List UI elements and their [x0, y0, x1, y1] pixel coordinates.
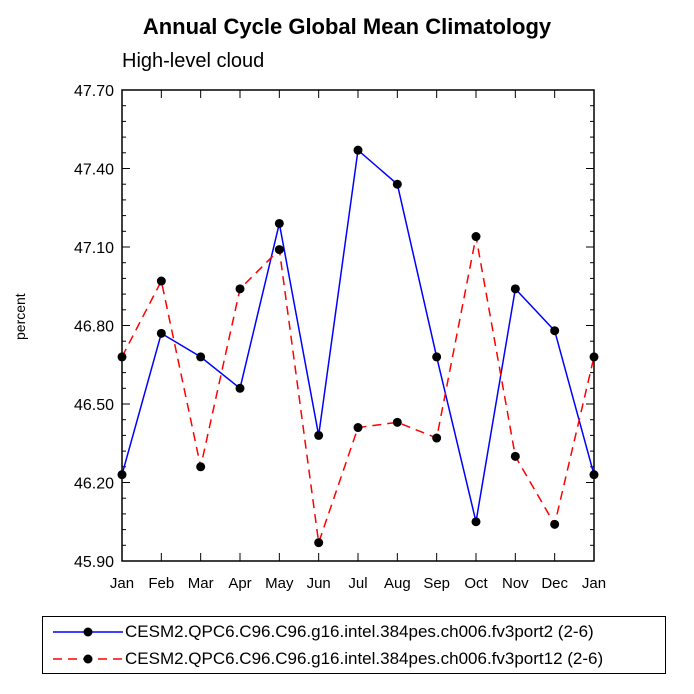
data-point-series-2 — [196, 462, 206, 472]
data-point-series-2 — [432, 433, 442, 443]
x-tick-label: Jan — [582, 575, 606, 592]
x-tick-label: Jun — [307, 575, 331, 592]
series-line-1 — [121, 148, 595, 522]
data-point-series-1 — [117, 470, 127, 480]
x-tick-label: Nov — [502, 575, 529, 592]
y-tick-label: 47.40 — [74, 162, 114, 179]
data-point-series-1 — [314, 430, 324, 440]
data-point-series-2 — [471, 232, 481, 242]
data-point-series-2 — [274, 245, 284, 255]
y-tick-label: 46.80 — [74, 319, 114, 336]
data-point-series-2 — [314, 538, 324, 548]
chart-title: Annual Cycle Global Mean Climatology — [142, 14, 552, 39]
x-tick-label: May — [265, 575, 294, 592]
legend-swatch-series-2 — [53, 654, 123, 664]
x-tick-label: Sep — [423, 575, 450, 592]
plot-frame — [121, 89, 595, 562]
data-point-series-1 — [156, 328, 166, 338]
data-point-series-1 — [510, 284, 520, 294]
x-tick-label: Oct — [464, 575, 488, 592]
x-tick-label: Apr — [228, 575, 251, 592]
legend-swatch-series-1 — [53, 627, 123, 637]
data-point-series-2 — [589, 352, 599, 362]
series-line-2 — [121, 236, 595, 543]
y-tick-label: 46.50 — [74, 397, 114, 414]
x-tick-label: Jan — [110, 575, 134, 592]
chart-subtitle: High-level cloud — [122, 50, 265, 72]
legend-label-series-1: CESM2.QPC6.C96.C96.g16.intel.384pes.ch00… — [125, 622, 594, 641]
data-point-series-1 — [235, 383, 245, 393]
data-point-series-1 — [353, 145, 363, 155]
data-point-series-1 — [196, 352, 206, 362]
data-point-series-1 — [550, 326, 560, 336]
data-point-series-1 — [432, 352, 442, 362]
x-tick-label: Dec — [541, 575, 568, 592]
x-tick-label: Feb — [148, 575, 174, 592]
data-point-series-2 — [392, 417, 402, 427]
legend-label-series-2: CESM2.QPC6.C96.C96.g16.intel.384pes.ch00… — [125, 649, 604, 668]
data-point-series-2 — [510, 451, 520, 461]
legend: CESM2.QPC6.C96.C96.g16.intel.384pes.ch00… — [42, 616, 666, 674]
data-point-series-1 — [589, 470, 599, 480]
y-tick-label: 45.90 — [74, 554, 114, 571]
y-tick-label: 47.10 — [74, 240, 114, 257]
data-point-series-2 — [156, 276, 166, 286]
x-tick-label: Jul — [348, 575, 367, 592]
data-point-series-2 — [550, 519, 560, 529]
data-point-series-1 — [471, 517, 481, 527]
data-point-series-2 — [117, 352, 127, 362]
legend-item-series-2: CESM2.QPC6.C96.C96.g16.intel.384pes.ch00… — [43, 646, 665, 672]
data-point-series-2 — [353, 423, 363, 433]
x-tick-label: Mar — [188, 575, 214, 592]
y-tick-label: 47.70 — [74, 83, 114, 100]
data-point-series-2 — [235, 284, 245, 294]
data-point-series-1 — [392, 179, 402, 189]
data-point-series-1 — [274, 218, 284, 228]
x-tick-label: Aug — [384, 575, 411, 592]
y-tick-label: 46.20 — [74, 476, 114, 493]
legend-item-series-1: CESM2.QPC6.C96.C96.g16.intel.384pes.ch00… — [43, 619, 665, 645]
